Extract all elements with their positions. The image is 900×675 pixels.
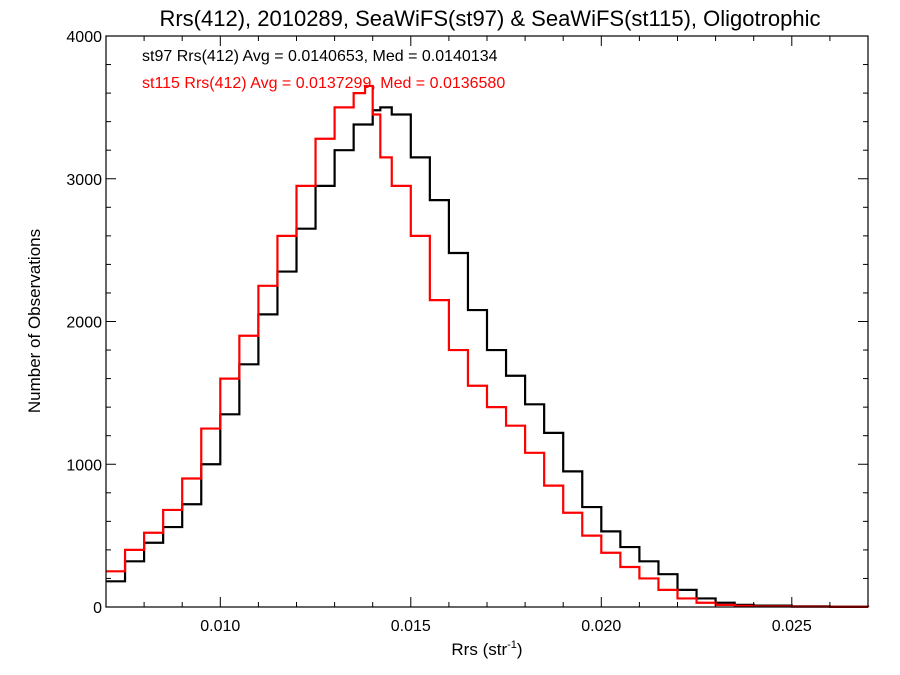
x-axis-label-superscript: -1	[507, 639, 517, 651]
y-tick-label: 4000	[66, 29, 102, 46]
annotations: st97 Rrs(412) Avg = 0.0140653, Med = 0.0…	[142, 48, 505, 92]
x-tick-label: 0.015	[391, 618, 431, 635]
y-axis-label: Number of Observations	[25, 229, 44, 413]
x-axis-label: Rrs (str-1)	[451, 639, 522, 659]
histogram-line-2	[106, 84, 870, 608]
axis-ticks: 0.010 0.015 0.020 0.025 0 1000 2000 3000 4000	[66, 29, 869, 635]
annotation-2: st115 Rrs(412) Avg = 0.0137299, Med = 0.…	[142, 75, 505, 92]
annotation-1: st97 Rrs(412) Avg = 0.0140653, Med = 0.0…	[142, 48, 498, 65]
x-tick-label: 0.020	[581, 618, 621, 635]
y-tick-label: 3000	[66, 172, 102, 189]
chart-title: Rrs(412), 2010289, SeaWiFS(st97) & SeaWi…	[159, 6, 820, 31]
histogram-line-1	[106, 106, 870, 608]
y-tick-label: 1000	[66, 457, 102, 474]
x-axis-label-end: )	[517, 640, 523, 659]
series-layer	[106, 84, 870, 608]
x-tick-label: 0.010	[200, 618, 240, 635]
y-tick-label: 2000	[66, 315, 102, 332]
x-tick-label: 0.025	[772, 618, 812, 635]
x-axis-label-main: Rrs (str	[451, 640, 507, 659]
y-tick-label: 0	[93, 600, 102, 617]
